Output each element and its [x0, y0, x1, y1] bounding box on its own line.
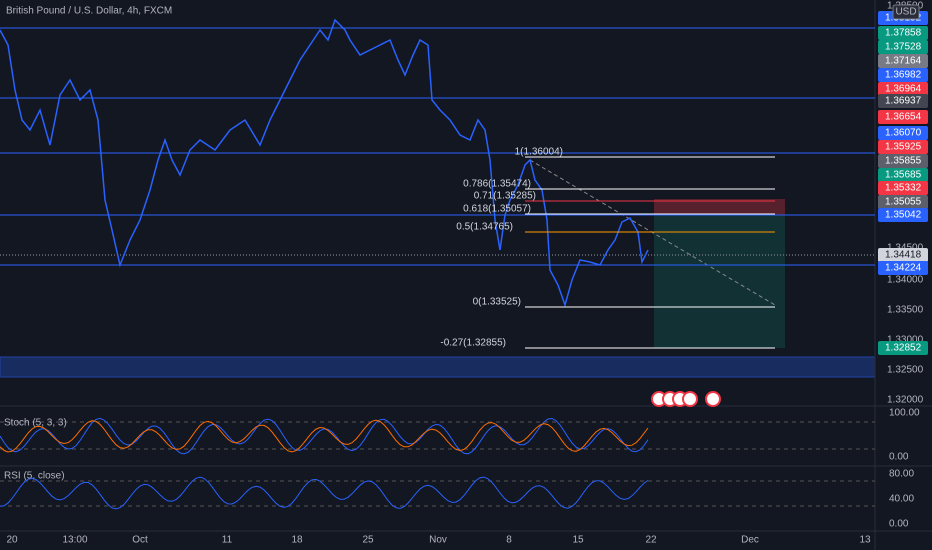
price-tag: 1.35685 [878, 168, 928, 182]
stoch-k [0, 417, 649, 455]
price-tag-box [878, 208, 928, 222]
time-axis-label: Dec [741, 535, 759, 546]
price-tag-label: 1.35332 [885, 183, 922, 194]
time-axis-label: Oct [132, 535, 148, 546]
price-tag-box [878, 195, 928, 209]
price-tag: 1.36982 [878, 68, 928, 82]
fib-label: 0.618(1.35057) [463, 204, 531, 215]
price-tag: 1.34224 [878, 261, 928, 275]
event-icon [705, 391, 721, 407]
price-tag-box [878, 54, 928, 68]
time-axis-label: 18 [291, 535, 303, 546]
price-line [0, 18, 649, 308]
price-tag-label: 1.36070 [885, 128, 922, 139]
rsi-axis-label: 80.00 [889, 469, 914, 480]
time-axis-label: 15 [572, 535, 584, 546]
rsi-axis-label: 40.00 [889, 494, 914, 505]
price-tag: 1.36070 [878, 126, 928, 140]
rsi-label: RSI (5, close) [4, 471, 65, 482]
price-tag-box [878, 82, 928, 96]
fib-label: -0.27(1.32855) [440, 338, 506, 349]
price-tag-label: 1.36654 [885, 112, 922, 123]
time-axis-label: 22 [645, 535, 657, 546]
price-tag-label: 1.37858 [885, 28, 922, 39]
stoch-label: Stoch (5, 3, 3) [4, 418, 67, 429]
stoch-axis-label: 100.00 [889, 408, 920, 419]
price-axis-label: 1.33500 [887, 305, 924, 316]
time-axis-label: Nov [429, 535, 447, 546]
price-tag-label: 1.37528 [885, 42, 922, 53]
price-tag: 1.37858 [878, 26, 928, 40]
price-tag-box [878, 26, 928, 40]
time-axis-label: 25 [362, 535, 374, 546]
price-tag: 1.36654 [878, 110, 928, 124]
price-tag-label: 1.35855 [885, 156, 922, 167]
time-axis-label: 13:00 [62, 535, 87, 546]
price-tag: 1.35332 [878, 181, 928, 195]
price-tag: 1.35055 [878, 195, 928, 209]
price-tag: 1.37528 [878, 40, 928, 54]
time-axis-label: 8 [506, 535, 512, 546]
rsi-line [0, 476, 649, 510]
price-axis-label: 1.33000 [887, 335, 924, 346]
price-tag-box [878, 68, 928, 82]
fib-label: 0(1.33525) [473, 297, 521, 308]
stoch-d [0, 419, 649, 453]
price-tag: 1.37164 [878, 54, 928, 68]
price-tag: 1.36937 [878, 94, 928, 108]
price-tag-label: 1.36964 [885, 84, 922, 95]
event-icon [682, 391, 698, 407]
price-tag-label: 1.36937 [885, 96, 922, 107]
price-tag-label: 1.35925 [885, 142, 922, 153]
fib-label: 0.5(1.34765) [456, 222, 513, 233]
price-tag-box [878, 168, 928, 182]
target-zone [654, 215, 785, 348]
support-band [0, 356, 876, 378]
price-tag: 1.36964 [878, 82, 928, 96]
price-tag-box [878, 126, 928, 140]
price-tag-box [878, 110, 928, 124]
currency-box [892, 4, 920, 20]
price-tag-label: 1.35685 [885, 170, 922, 181]
price-axis-label: 1.32500 [887, 365, 924, 376]
price-tag-box [878, 94, 928, 108]
price-tag: 1.35855 [878, 154, 928, 168]
price-tag-box [878, 140, 928, 154]
fib-label: 0.786(1.35474) [463, 179, 531, 190]
price-tag-box [878, 154, 928, 168]
currency-badge: USD [892, 4, 920, 20]
price-tag-label: 1.34418 [885, 250, 922, 261]
price-tag-box [878, 341, 928, 355]
price-tag-box [878, 248, 928, 262]
price-axis-label: 1.34000 [887, 275, 924, 286]
fib-label: 1(1.36004) [515, 147, 563, 158]
stop-zone [654, 199, 785, 215]
price-tag: 1.34418 [878, 248, 928, 262]
price-tag-label: 1.36982 [885, 70, 922, 81]
price-tag: 1.35925 [878, 140, 928, 154]
price-tag-box [878, 181, 928, 195]
price-tag: 1.32852 [878, 341, 928, 355]
chart-title: British Pound / U.S. Dollar, 4h, FXCM [6, 6, 172, 17]
time-axis-label: 20 [6, 535, 18, 546]
price-tag-label: 1.34224 [885, 263, 922, 274]
fib-label: 0.71(1.35285) [474, 191, 536, 202]
price-tag-label: 1.35055 [885, 197, 922, 208]
price-tag-label: 1.32852 [885, 343, 922, 354]
stoch-axis-label: 0.00 [889, 452, 909, 463]
price-axis-label: 1.32000 [887, 395, 924, 406]
price-tag-box [878, 261, 928, 275]
currency-label: USD [895, 7, 916, 18]
time-axis-label: 13 [859, 535, 871, 546]
price-tag: 1.35042 [878, 208, 928, 222]
price-tag-box [878, 40, 928, 54]
rsi-axis-label: 0.00 [889, 519, 909, 530]
time-axis-label: 11 [222, 535, 233, 546]
price-tag-label: 1.37164 [885, 56, 922, 67]
price-tag-label: 1.35042 [885, 210, 922, 221]
